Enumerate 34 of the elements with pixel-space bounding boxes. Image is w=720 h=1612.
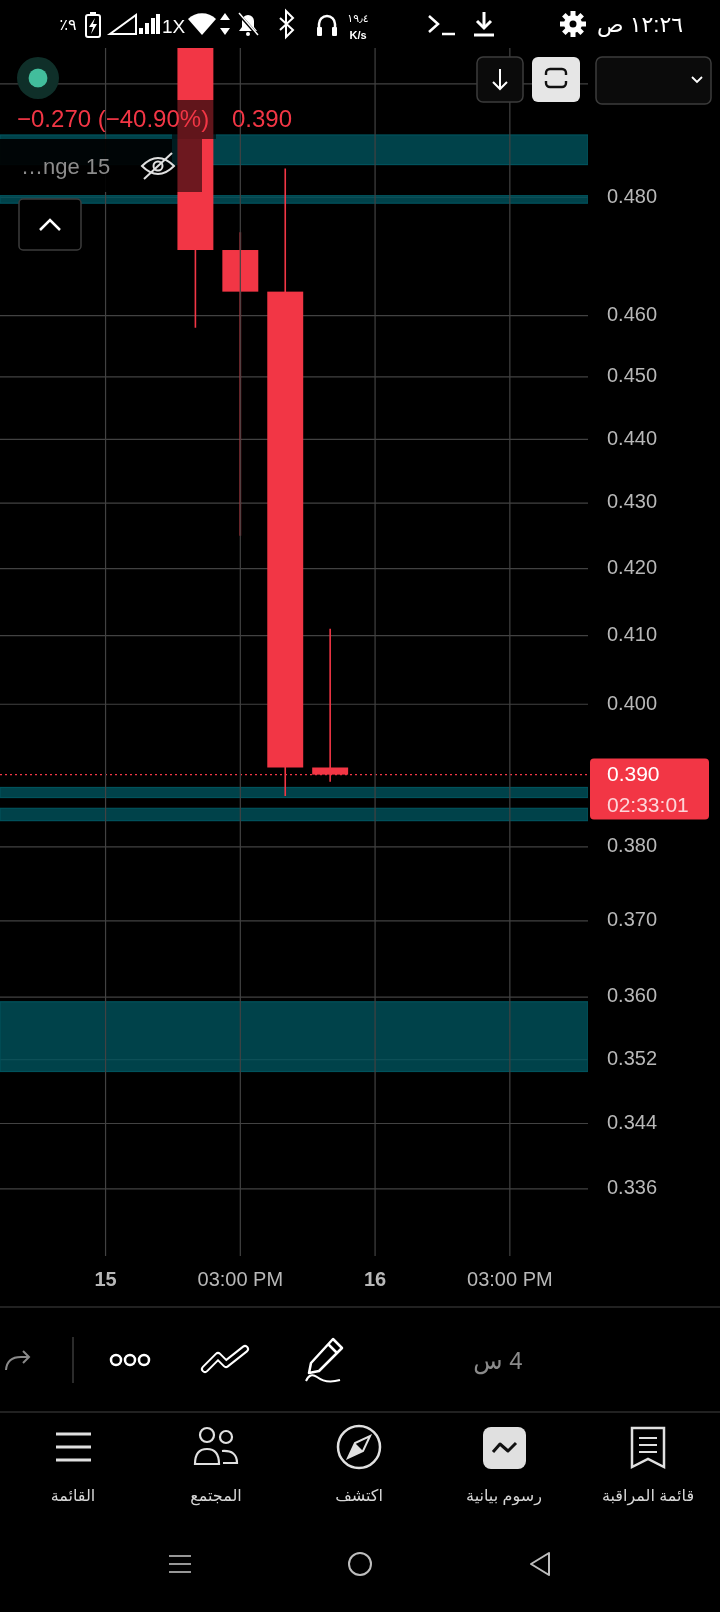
y-tick-label: 0.440 [607,426,658,449]
y-tick-label: 0.420 [607,555,658,578]
y-tick-label: 0.344 [607,1110,658,1133]
text: 1X [162,16,186,37]
text: ٩٪ [59,16,77,33]
annotation: 0.390 [232,105,293,132]
text: K/s [349,29,367,41]
x-tick-label: 03:00 PM [467,1268,553,1290]
x-tick-label: 15 [94,1268,117,1290]
ref-line-label: 0.390 [607,762,660,786]
text: قائمة المراقبة [601,1487,695,1506]
y-tick-label: 0.460 [607,302,658,325]
annotation: …nge 15 [21,154,111,179]
y-tick-label: 0.400 [607,691,658,714]
y-tick-label: 0.450 [607,364,658,387]
y-tick-label: 0.336 [607,1176,658,1199]
text: 4 س [473,1347,523,1375]
y-tick-label: 0.360 [607,984,658,1007]
text: ١٢:٢٦ ص [596,12,684,38]
y-tick-label: 0.480 [607,184,658,207]
text: 02:33:01 [607,792,689,816]
y-tick-label: 0.370 [607,908,658,931]
annotation: −0.270 (−40.90%) [17,105,210,132]
y-tick-label: 0.352 [607,1046,658,1069]
y-tick-label: 0.380 [607,834,658,857]
text: اكتشف [335,1487,383,1504]
text: القائمة [50,1487,96,1504]
y-tick-label: 0.410 [607,622,658,645]
y-tick-label: 0.430 [607,490,658,513]
text: ١٩٫٤ [347,12,369,24]
text: المجتمع [190,1487,242,1506]
x-tick-label: 16 [363,1268,387,1290]
text: رسوم بيانية [466,1487,542,1506]
x-tick-label: 03:00 PM [197,1268,284,1290]
